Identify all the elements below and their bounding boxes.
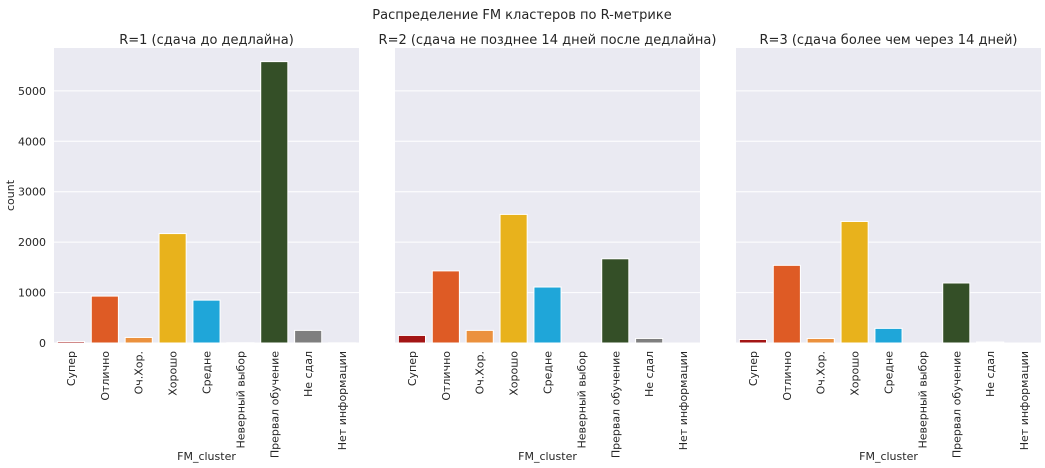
bar (976, 341, 1005, 344)
x-tick-label: Прервал обучение (950, 351, 963, 458)
y-tick-label: 3000 (18, 186, 46, 199)
figure-suptitle: Распределение FM кластеров по R-метрике (372, 8, 671, 23)
x-axis-label: FM_cluster (518, 450, 577, 463)
bar (533, 286, 562, 344)
x-tick-label: Средне (542, 351, 555, 394)
y-tick-label: 1000 (18, 287, 46, 300)
x-tick-label: Оч.Хор. (815, 351, 828, 394)
x-tick-label: Неверный выбор (575, 351, 588, 448)
x-tick-label: Хорошо (849, 351, 862, 396)
panel-1: 0 1000 2000 3000 4000 5000 Супер Отлично Оч.Хор.… (4, 33, 359, 463)
bar (465, 329, 494, 344)
bar (431, 270, 460, 344)
x-axis-label: FM_cluster (859, 450, 918, 463)
x-tick-label: Супер (747, 351, 760, 386)
bar (942, 282, 971, 344)
panel-title: R=2 (сдача не позднее 14 дней после дедл… (379, 33, 717, 48)
bar (192, 299, 221, 344)
x-tick-label: Оч.Хор. (133, 351, 146, 394)
x-tick-label: Хорошо (508, 351, 521, 396)
plot-area (54, 48, 359, 343)
bar (499, 213, 528, 344)
x-tick-label: Прервал обучение (609, 351, 622, 458)
y-tick-label: 5000 (18, 85, 46, 98)
bar (90, 295, 119, 344)
bar (294, 329, 323, 344)
x-tick-label: Средне (201, 351, 214, 394)
bar (158, 233, 187, 344)
x-tick-label: Супер (65, 351, 78, 386)
bar (635, 337, 664, 344)
bar (772, 264, 801, 344)
x-tick-label: Оч.Хор. (474, 351, 487, 394)
y-tick-label: 0 (39, 337, 46, 350)
bar (56, 340, 85, 344)
panel-3: Супер Отлично Оч.Хор. Хорошо Средне Неверный … (736, 33, 1041, 463)
x-tick-label: Неверный выбор (916, 351, 929, 448)
x-tick-label: Неверный выбор (234, 351, 247, 448)
x-tick-label: Нет информации (677, 351, 690, 450)
x-tick-label: Отлично (440, 351, 453, 401)
bar (840, 220, 869, 344)
y-tick-label: 2000 (18, 236, 46, 249)
bar (874, 327, 903, 344)
y-tick-label: 4000 (18, 135, 46, 148)
panel-title: R=1 (сдача до дедлайна) (119, 33, 294, 48)
bar (260, 61, 289, 344)
x-axis-label: FM_cluster (177, 450, 236, 463)
bar (124, 336, 153, 344)
panel-title: R=3 (сдача более чем через 14 дней) (760, 33, 1018, 48)
bar (397, 334, 426, 344)
x-tick-label: Хорошо (167, 351, 180, 396)
x-tick-label: Не сдал (984, 351, 997, 397)
x-tick-label: Не сдал (643, 351, 656, 397)
panel-2: Супер Отлично Оч.Хор. Хорошо Средне Неверный … (379, 33, 717, 463)
x-tick-label: Отлично (99, 351, 112, 401)
x-tick-label: Не сдал (302, 351, 315, 397)
x-tick-label: Нет информации (336, 351, 349, 450)
x-tick-label: Прервал обучение (268, 351, 281, 458)
x-tick-label: Отлично (781, 351, 794, 401)
x-tick-label: Средне (883, 351, 896, 394)
x-tick-label: Нет информации (1018, 351, 1031, 450)
bar (601, 258, 630, 344)
bar (738, 338, 768, 344)
y-axis-label: count (4, 179, 17, 211)
bar (806, 337, 835, 344)
x-tick-label: Супер (406, 351, 419, 386)
